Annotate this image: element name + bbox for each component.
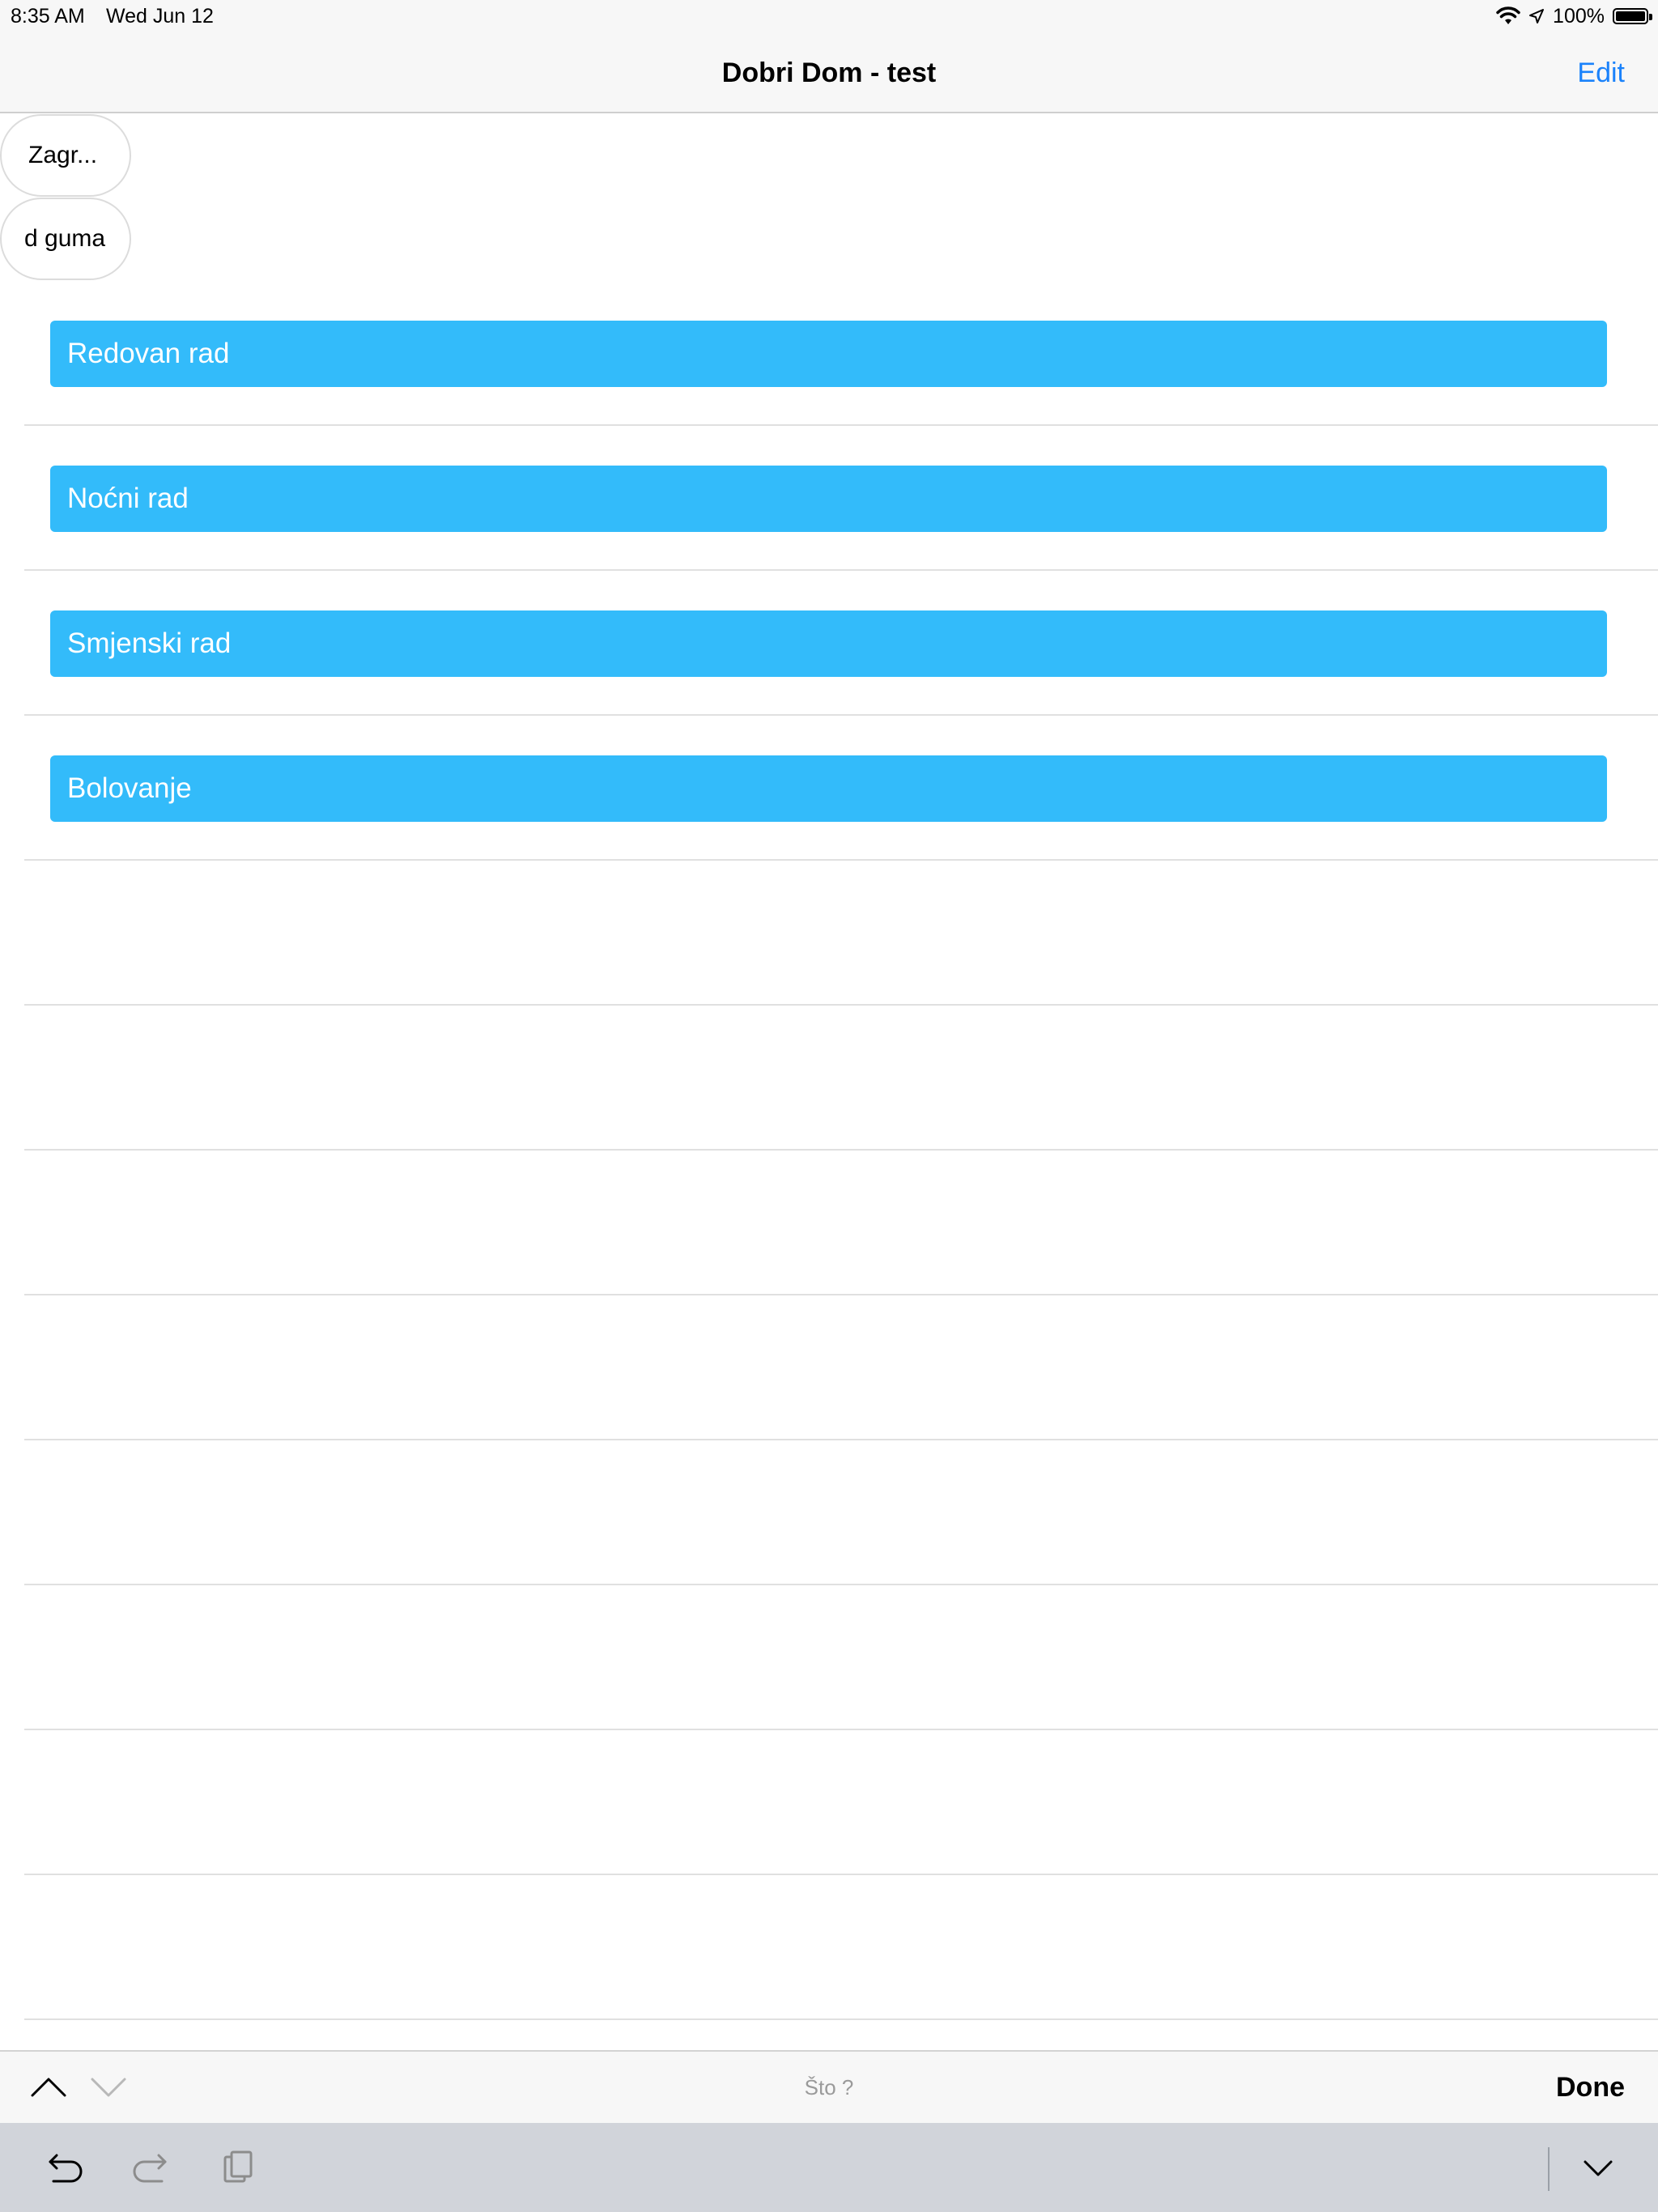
empty-row (0, 1440, 1658, 1585)
list-row: Smjenski rad (0, 571, 1658, 716)
keyboard-dismiss-icon[interactable] (1577, 2147, 1619, 2189)
list-row: Noćni rad (0, 426, 1658, 571)
pill-label: d guma (24, 225, 106, 252)
keyboard-shortcut-bar (0, 2123, 1658, 2212)
page-title: Dobri Dom - test (721, 57, 937, 88)
navigation-bar: Dobri Dom - test Edit (0, 32, 1658, 113)
list-item-bolovanje[interactable]: Bolovanje (50, 755, 1607, 822)
field-prompt: Što ? (804, 2075, 854, 2099)
chevron-up-icon[interactable] (29, 2068, 68, 2107)
status-indicators: 100% (1496, 0, 1652, 32)
done-button[interactable]: Done (1556, 2072, 1625, 2103)
work-type-list: Redovan rad Noćni rad Smjenski rad Bolov… (0, 281, 1658, 2020)
list-row: Redovan rad (0, 281, 1658, 426)
wifi-icon (1496, 6, 1520, 24)
empty-row (0, 1151, 1658, 1295)
empty-row (0, 1585, 1658, 1730)
status-time: 8:35 AM (11, 5, 85, 28)
location-arrow-icon (1529, 9, 1545, 23)
pill-button-2[interactable]: d guma (0, 198, 131, 280)
pill-button-1[interactable]: Zagr... (0, 114, 131, 197)
list-row: Bolovanje (0, 716, 1658, 861)
status-date: Wed Jun 12 (106, 5, 214, 28)
redo-icon[interactable] (130, 2147, 172, 2189)
status-bar: 8:35 AM Wed Jun 12 100% (0, 0, 1658, 32)
battery-percent: 100% (1553, 5, 1605, 28)
list-item-redovan-rad[interactable]: Redovan rad (50, 321, 1607, 387)
undo-icon[interactable] (44, 2147, 86, 2189)
empty-row (0, 1006, 1658, 1151)
empty-row (0, 1875, 1658, 2020)
pill-label: Zagr... (28, 142, 98, 168)
chevron-down-icon[interactable] (89, 2068, 128, 2107)
list-item-nocni-rad[interactable]: Noćni rad (50, 466, 1607, 532)
input-accessory-bar: Što ? Done (0, 2050, 1658, 2123)
empty-row (0, 1295, 1658, 1440)
battery-icon (1613, 8, 1652, 24)
empty-row (0, 1730, 1658, 1875)
paste-icon[interactable] (217, 2147, 259, 2189)
list-item-smjenski-rad[interactable]: Smjenski rad (50, 610, 1607, 677)
toolbar-divider (1548, 2147, 1550, 2191)
edit-button[interactable]: Edit (1577, 57, 1625, 88)
empty-row (0, 861, 1658, 1006)
